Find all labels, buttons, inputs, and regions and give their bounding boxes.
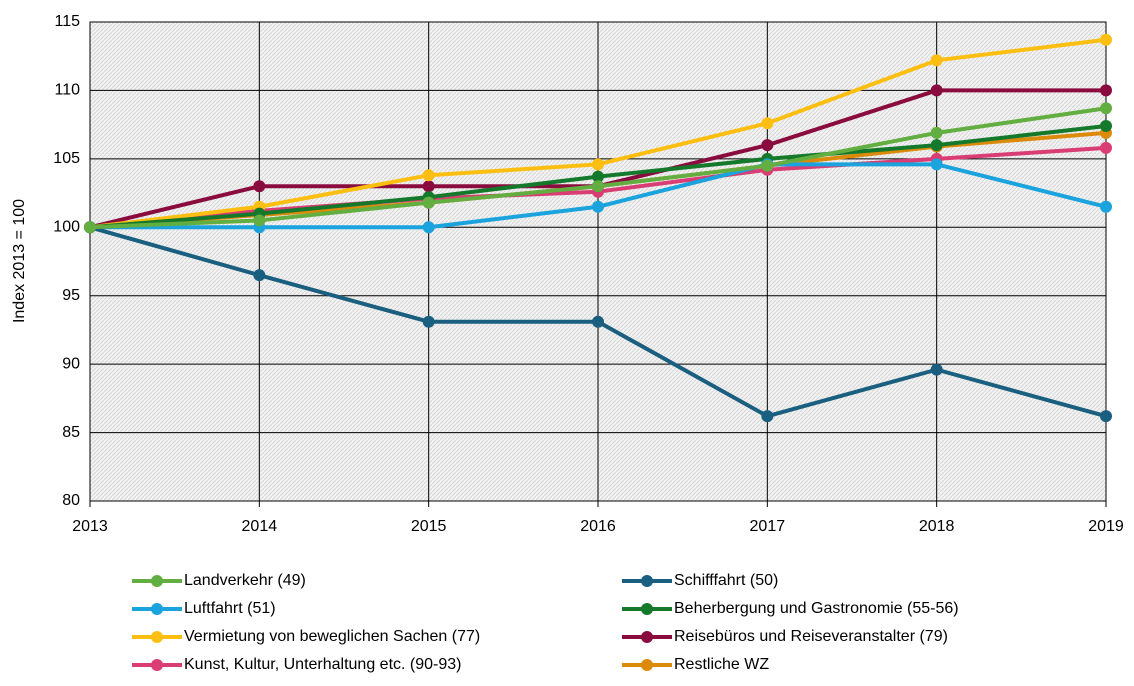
data-point [761,159,774,172]
legend-label: Beherbergung und Gastronomie (55-56) [674,600,959,617]
legend-label: Reisebüros und Reiseveranstalter (79) [674,628,948,645]
data-point [1100,200,1112,213]
data-point [930,158,943,171]
data-point [592,315,604,328]
data-point [761,117,774,130]
data-point [422,221,435,234]
y-tick-label: 105 [53,150,80,167]
data-point [422,315,435,328]
data-point [422,196,435,209]
y-tick-label: 95 [62,287,80,304]
data-point [1100,84,1112,97]
legend-label: Restliche WZ [674,656,769,673]
data-point [930,84,943,97]
data-point [1100,102,1112,115]
y-tick-label: 85 [62,424,80,441]
data-point [253,180,266,193]
x-tick-label: 2018 [919,518,955,535]
legend-marker [151,575,163,587]
data-point [1100,410,1112,423]
data-point [930,126,943,139]
y-tick-label: 80 [62,492,80,509]
legend-marker [641,603,653,615]
data-point [592,180,604,193]
legend-label: Schifffahrt (50) [674,572,778,589]
legend-label: Kunst, Kultur, Unterhaltung etc. (90-93) [184,656,461,673]
data-point [1100,141,1112,154]
y-axis-label: Index 2013 = 100 [11,199,28,323]
data-point [1100,33,1112,46]
data-point [761,410,774,423]
data-point [422,180,435,193]
data-point [930,139,943,152]
data-point [592,200,604,213]
data-point [930,54,943,67]
data-point [253,269,266,282]
x-tick-label: 2014 [242,518,278,535]
y-tick-label: 110 [54,82,80,99]
x-tick-label: 2016 [580,518,616,535]
data-point [422,169,435,182]
data-point [930,363,943,376]
legend-marker [641,631,653,643]
legend-label: Vermietung von beweglichen Sachen (77) [184,628,480,645]
y-tick-label: 115 [54,13,80,30]
y-tick-label: 100 [53,219,80,236]
legend-marker [151,631,163,643]
legend-label: Luftfahrt (51) [184,600,276,617]
x-tick-label: 2017 [750,518,786,535]
x-tick-label: 2019 [1088,518,1124,535]
legend-label: Landverkehr (49) [184,572,306,589]
data-point [761,139,774,152]
data-point [592,170,604,183]
data-point [253,214,266,227]
x-tick-label: 2013 [72,518,108,535]
legend-marker [641,575,653,587]
data-point [84,221,96,234]
legend-marker [151,603,163,615]
plot-border [89,21,1107,502]
y-tick-label: 90 [62,355,80,372]
x-tick-label: 2015 [411,518,447,535]
legend-marker [151,659,163,671]
data-point [592,158,604,171]
data-point [1100,120,1112,133]
legend-marker [641,659,653,671]
